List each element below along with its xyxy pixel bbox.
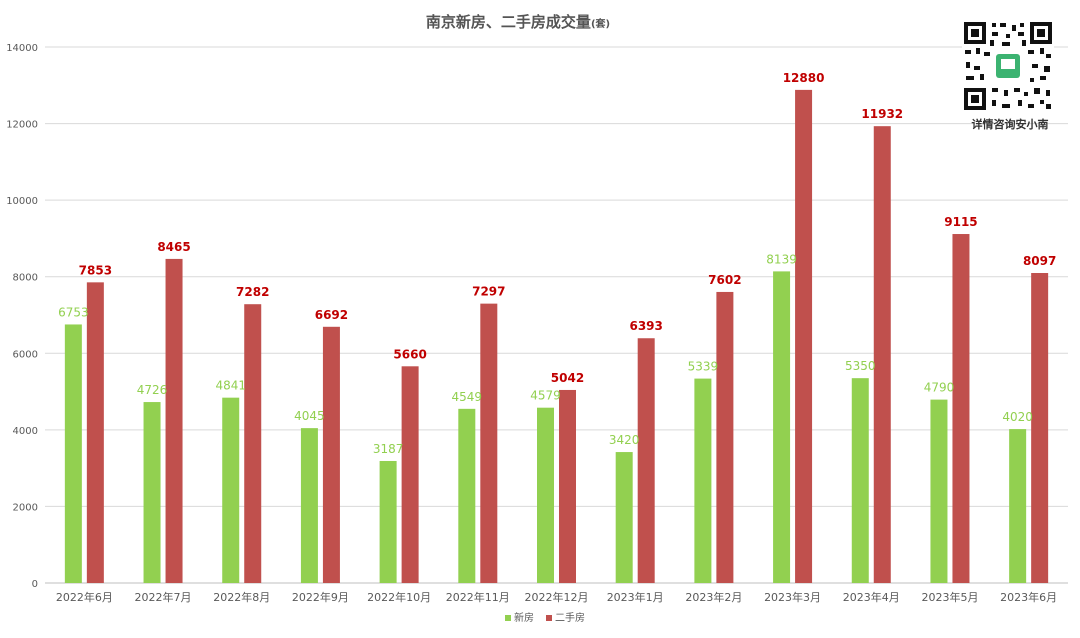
bar-second-hand-house — [795, 89, 813, 583]
data-label-second-hand-house: 11932 — [861, 107, 903, 121]
data-label-new-house: 4020 — [1002, 410, 1033, 424]
data-label-second-hand-house: 7297 — [472, 285, 505, 299]
data-label-second-hand-house: 6692 — [315, 308, 348, 322]
x-tick-label: 2022年12月 — [525, 590, 589, 604]
bar-new-house — [773, 271, 791, 583]
bar-second-hand-house — [86, 282, 104, 583]
data-label-second-hand-house: 7853 — [79, 263, 112, 277]
legend-label: 新房 — [514, 611, 534, 624]
y-tick-label: 0 — [32, 579, 38, 590]
bar-second-hand-house — [1031, 273, 1049, 583]
x-tick-label: 2022年7月 — [135, 590, 192, 604]
data-label-new-house: 5339 — [688, 360, 719, 374]
x-tick-label: 2022年9月 — [292, 590, 349, 604]
data-label-new-house: 5350 — [845, 359, 876, 373]
legend: 新房 二手房 — [505, 611, 585, 624]
bar-new-house — [143, 402, 161, 583]
data-label-new-house: 6753 — [58, 305, 89, 319]
bar-new-house — [851, 378, 869, 583]
data-label-new-house: 4045 — [294, 409, 325, 423]
data-label-second-hand-house: 7282 — [236, 285, 269, 299]
qr-caption: 详情咨询安小南 — [971, 118, 1049, 131]
gridlines — [45, 46, 1068, 584]
y-tick-label: 8000 — [13, 273, 38, 284]
x-tick-label: 2022年8月 — [213, 590, 270, 604]
data-label-new-house: 3187 — [373, 442, 404, 456]
x-tick-label: 2022年11月 — [446, 590, 510, 604]
y-tick-label: 10000 — [6, 196, 38, 207]
y-tick-label: 6000 — [13, 349, 38, 360]
data-label-new-house: 4790 — [924, 381, 955, 395]
bar-second-hand-house — [401, 366, 419, 583]
bar-new-house — [222, 397, 240, 583]
x-tick-label: 2023年6月 — [1000, 590, 1057, 604]
data-label-second-hand-house: 5660 — [393, 347, 426, 361]
data-label-new-house: 4579 — [530, 389, 561, 403]
bar-second-hand-house — [480, 303, 498, 583]
chart-title-main: 南京新房、二手房成交量 — [426, 13, 591, 31]
x-tick-label: 2023年3月 — [764, 590, 821, 604]
x-tick-label: 2023年1月 — [607, 590, 664, 604]
legend-label: 二手房 — [555, 611, 585, 624]
x-tick-label: 2023年5月 — [921, 590, 978, 604]
bar-second-hand-house — [952, 234, 970, 584]
data-labels: 6753 7853 4726 8465 4841 7282 4045 6692 3187 5660… — [58, 71, 1056, 456]
data-label-second-hand-house: 6393 — [629, 319, 662, 333]
bar-second-hand-house — [322, 326, 340, 583]
bar-second-hand-house — [244, 304, 262, 583]
x-tick-label: 2022年10月 — [367, 590, 431, 604]
bar-second-hand-house — [873, 126, 891, 583]
data-label-second-hand-house: 5042 — [551, 371, 584, 385]
data-label-second-hand-house: 7602 — [708, 273, 741, 287]
legend-swatch — [505, 615, 511, 621]
bar-new-house — [930, 399, 948, 583]
y-tick-label: 4000 — [13, 426, 38, 437]
data-label-second-hand-house: 8465 — [157, 240, 190, 254]
bar-new-house — [1009, 429, 1027, 583]
bar-new-house — [615, 452, 633, 583]
bar-new-house — [300, 428, 318, 583]
bar-second-hand-house — [559, 389, 576, 583]
y-tick-label: 2000 — [13, 502, 38, 513]
x-tick-label: 2023年2月 — [685, 590, 742, 604]
data-label-new-house: 4726 — [137, 383, 168, 397]
bars — [64, 89, 1049, 584]
bar-second-hand-house — [716, 291, 734, 583]
data-label-new-house: 4549 — [452, 390, 483, 404]
y-tick-label: 14000 — [6, 43, 38, 54]
bar-second-hand-house — [165, 258, 183, 583]
data-label-second-hand-house: 9115 — [944, 215, 977, 229]
bar-second-hand-house — [637, 338, 655, 583]
data-label-second-hand-house: 8097 — [1023, 254, 1056, 268]
y-tick-label: 12000 — [6, 120, 38, 131]
bar-new-house — [458, 408, 476, 583]
chart-title-unit: (套) — [591, 17, 610, 30]
bar-new-house — [64, 324, 82, 583]
data-label-second-hand-house: 12880 — [783, 71, 825, 85]
bar-new-house — [537, 407, 554, 583]
data-label-new-house: 4841 — [215, 379, 246, 393]
legend-swatch — [546, 615, 552, 621]
bar-new-house — [379, 460, 397, 583]
y-axis: 0 2000 4000 6000 8000 10000 12000 14000 — [6, 43, 1068, 590]
data-label-new-house: 3420 — [609, 433, 640, 447]
chart-title: 南京新房、二手房成交量(套) — [426, 13, 610, 31]
data-label-new-house: 8139 — [766, 252, 797, 266]
x-axis: 2022年6月 2022年7月 2022年8月 2022年9月 2022年10月 2022… — [56, 590, 1057, 604]
bar-new-house — [694, 378, 712, 583]
x-tick-label: 2023年4月 — [843, 590, 900, 604]
x-tick-label: 2022年6月 — [56, 590, 113, 604]
qr-code-icon — [962, 20, 1054, 112]
